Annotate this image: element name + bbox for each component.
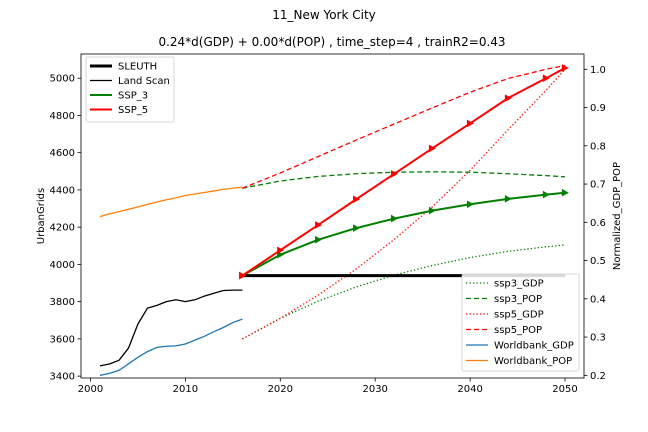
x-tick-label: 2020 — [268, 384, 293, 395]
y-tick-label: 4600 — [50, 148, 75, 159]
data-point-ssp-3 — [561, 188, 569, 197]
data-point-ssp-5 — [353, 195, 361, 204]
legend-left-box — [85, 56, 175, 123]
x-tick-label: 2000 — [78, 384, 103, 395]
data-point-ssp-3 — [390, 214, 398, 223]
series-line-ssp5-gdp — [242, 68, 566, 340]
data-point-ssp-3 — [428, 206, 436, 215]
series-line-worldbank-gdp — [99, 318, 243, 376]
data-point-ssp-5 — [428, 144, 436, 153]
y2-axis-label: Normalized_GDP_POP — [612, 162, 623, 270]
legend-label-land-scan: Land Scan — [118, 76, 170, 87]
x-tick-label: 2050 — [552, 384, 577, 395]
legend-right: ssp3_GDP ssp3_POP ssp5_GDP ssp5_POP Worldban… — [461, 273, 580, 372]
axes-frame — [80, 53, 585, 379]
data-point-ssp-3 — [542, 190, 550, 199]
legend-right-box — [461, 273, 580, 372]
x-tick-label: 2030 — [362, 384, 387, 395]
y2-tick-label: 0.7 — [590, 180, 606, 191]
chart-subtitle: 0.24*d(GDP) + 0.00*d(POP) , time_step=4 … — [158, 35, 505, 49]
y-tick-label: 5000 — [50, 74, 75, 85]
legend-label-ssp-3: SSP_3 — [118, 91, 148, 102]
data-point-ssp-3 — [315, 235, 323, 244]
y-tick-label: 4000 — [50, 260, 75, 271]
y2-tick-label: 0.6 — [590, 218, 606, 229]
y2-tick-label: 0.5 — [590, 256, 606, 267]
data-point-ssp-5 — [466, 119, 474, 128]
data-point-ssp-5 — [239, 271, 247, 280]
y-tick-label: 4400 — [50, 185, 75, 196]
series-line-ssp-5 — [241, 67, 566, 277]
y2-tick-label: 0.3 — [590, 333, 606, 344]
series-line-land-scan — [99, 289, 243, 367]
series-line-ssp3-pop — [242, 171, 566, 189]
x-tick-label: 2040 — [457, 384, 482, 395]
legend-label-ssp3-gdp: ssp3_GDP — [494, 279, 544, 290]
series-line-ssp5-pop — [242, 64, 566, 189]
data-point-ssp-3 — [353, 224, 361, 232]
legend-label-ssp3-pop: ssp3_POP — [494, 294, 542, 305]
plot-area: 2000 2010 2020 2030 2040 2050 3400 3600 3800 4000… — [50, 53, 606, 395]
y-tick-label: 3400 — [50, 372, 75, 383]
legend-label-ssp-5: SSP_5 — [118, 105, 148, 116]
data-point-ssp-5 — [561, 64, 569, 72]
y-tick-label: 4800 — [50, 111, 75, 122]
legend-label-sleuth: SLEUTH — [118, 62, 157, 73]
data-point-ssp-5 — [315, 221, 323, 229]
y-tick-label: 3600 — [50, 334, 75, 345]
y-tick-label: 4200 — [50, 223, 75, 234]
legend-label-ssp5-pop: ssp5_POP — [494, 325, 542, 336]
y2-tick-label: 1.0 — [590, 65, 606, 76]
data-point-ssp-5 — [504, 94, 512, 102]
series-group — [99, 64, 569, 376]
x-tick-label: 2010 — [173, 384, 198, 395]
data-point-ssp-5 — [277, 246, 285, 255]
series-line-ssp3-gdp — [242, 244, 566, 340]
y2-tick-label: 0.9 — [590, 103, 606, 114]
legend-label-worldbank-pop: Worldbank_POP — [494, 356, 572, 367]
legend-left: SLEUTH Land Scan SSP_3 SSP_5 — [85, 56, 175, 123]
data-point-ssp-5 — [542, 74, 550, 83]
series-line-worldbank-pop — [99, 186, 243, 218]
series-line-ssp-3 — [241, 191, 566, 277]
chart-title: 11_New York City — [272, 8, 376, 22]
legend-label-worldbank-gdp: Worldbank_GDP — [494, 341, 574, 352]
y2-tick-label: 0.2 — [590, 371, 606, 382]
y-axis-label: UrbanGrids — [36, 188, 47, 244]
data-point-ssp-5 — [390, 170, 398, 178]
y2-tick-label: 0.8 — [590, 141, 606, 152]
y2-tick-label: 0.4 — [590, 294, 606, 305]
data-point-ssp-3 — [466, 200, 474, 209]
y-tick-label: 3800 — [50, 297, 75, 308]
legend-label-ssp5-gdp: ssp5_GDP — [494, 310, 544, 321]
data-point-ssp-3 — [504, 195, 512, 203]
